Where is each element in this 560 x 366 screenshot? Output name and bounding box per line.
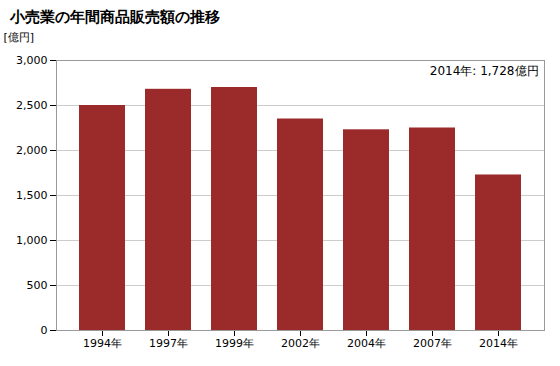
svg-text:2,500: 2,500	[16, 99, 48, 112]
svg-text:3,000: 3,000	[16, 54, 48, 67]
svg-text:1994年: 1994年	[83, 337, 122, 350]
svg-text:0: 0	[41, 324, 48, 337]
svg-text:1,000: 1,000	[16, 234, 48, 247]
svg-text:1,500: 1,500	[16, 189, 48, 202]
svg-text:2,000: 2,000	[16, 144, 48, 157]
svg-text:2007年: 2007年	[413, 337, 452, 350]
svg-text:[億円]: [億円]	[4, 31, 35, 44]
svg-text:1997年: 1997年	[149, 337, 188, 350]
html-text:小売業の年間商品販売額の推移: 小売業の年間商品販売額の推移	[10, 8, 220, 26]
svg-text:2014年: 2014年	[479, 337, 518, 350]
svg-text:2014年: 1,728億円: 2014年: 1,728億円	[430, 64, 539, 78]
svg-text:1999年: 1999年	[215, 337, 254, 350]
svg-text:500: 500	[27, 279, 48, 292]
svg-text:2002年: 2002年	[281, 337, 320, 350]
svg-text:2004年: 2004年	[347, 337, 386, 350]
